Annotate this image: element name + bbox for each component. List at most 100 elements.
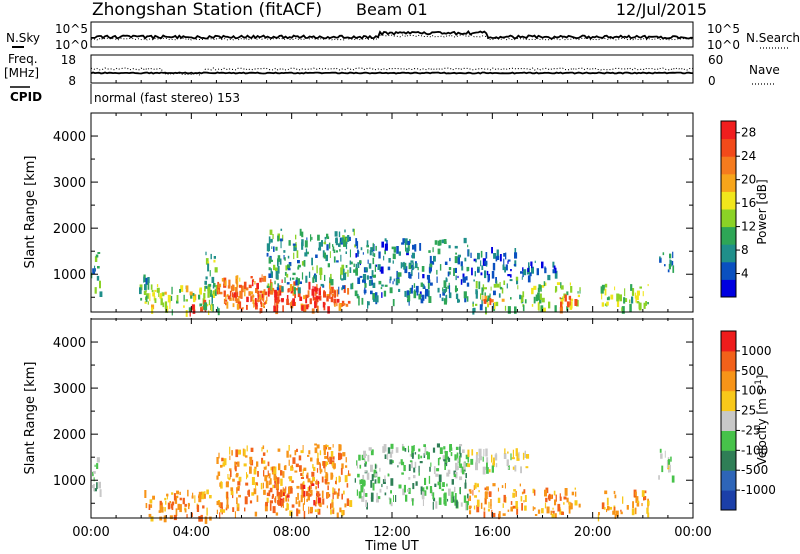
echo-cell xyxy=(219,512,221,519)
colorbar-swatch xyxy=(721,470,736,491)
echo-cell xyxy=(278,285,282,291)
echo-cell xyxy=(266,285,270,288)
echo-cell xyxy=(339,453,343,460)
echo-cell xyxy=(484,295,488,300)
echo-cell xyxy=(408,477,411,480)
echo-cell xyxy=(493,302,496,310)
echo-cell xyxy=(237,486,240,491)
echo-cell xyxy=(286,295,289,300)
echo-cell xyxy=(387,473,390,477)
velocity-plot-frame xyxy=(90,318,694,519)
echo-cell xyxy=(301,261,305,266)
echo-cell xyxy=(318,247,322,251)
echo-cell xyxy=(391,449,394,454)
echo-cell xyxy=(537,287,540,293)
echo-cell xyxy=(467,498,469,502)
velocity-colorbar-label: Velocity [m s-1] xyxy=(754,375,769,466)
echo-cell xyxy=(321,240,323,247)
echo-cell xyxy=(94,488,97,492)
echo-cell xyxy=(557,503,561,512)
echo-cell xyxy=(173,493,176,501)
echo-cell xyxy=(250,276,253,279)
echo-cell xyxy=(326,444,329,448)
echo-cell xyxy=(237,449,241,455)
echo-cell xyxy=(179,289,181,293)
echo-cell xyxy=(317,452,319,460)
echo-cell xyxy=(647,512,650,518)
echo-cell xyxy=(406,290,409,299)
echo-cell xyxy=(554,270,558,279)
echo-cell xyxy=(223,458,227,466)
echo-cell xyxy=(356,295,360,299)
echo-cell xyxy=(345,303,349,307)
echo-cell xyxy=(327,263,330,268)
echo-cell xyxy=(568,505,571,514)
echo-cell xyxy=(344,475,348,483)
echo-cell xyxy=(282,305,284,313)
echo-cell xyxy=(303,467,307,471)
echo-cell xyxy=(437,458,440,466)
y-tick-label: 4000 xyxy=(53,336,86,351)
colorbar-swatch xyxy=(721,410,736,431)
echo-cell xyxy=(263,466,267,470)
echo-cell xyxy=(450,495,452,503)
echo-cell xyxy=(466,502,469,511)
echo-cell xyxy=(368,263,372,269)
echo-cell xyxy=(316,493,318,497)
echo-cell xyxy=(180,285,184,292)
echo-cell xyxy=(265,501,268,507)
echo-cell xyxy=(143,276,145,283)
echo-cell xyxy=(443,459,446,462)
echo-cell xyxy=(380,287,383,290)
echo-cell xyxy=(413,467,416,473)
echo-cell xyxy=(314,501,317,507)
echo-cell xyxy=(479,304,483,311)
echo-cell xyxy=(296,485,300,489)
echo-cell xyxy=(405,243,407,252)
echo-cell xyxy=(402,488,405,496)
echo-cell xyxy=(252,299,255,305)
echo-cell xyxy=(185,310,188,317)
echo-cell xyxy=(365,267,368,271)
echo-cell xyxy=(419,461,423,464)
echo-cell xyxy=(510,506,513,512)
echo-cell xyxy=(331,294,334,300)
echo-cell xyxy=(97,266,100,269)
echo-cell xyxy=(481,287,484,295)
echo-cell xyxy=(294,294,296,299)
echo-cell xyxy=(164,301,168,309)
echo-cell xyxy=(540,285,542,292)
echo-cell xyxy=(307,454,310,457)
echo-cell xyxy=(639,286,642,289)
echo-cell xyxy=(403,263,406,268)
echo-cell xyxy=(268,482,271,486)
echo-cell xyxy=(321,476,324,483)
echo-cell xyxy=(384,249,386,255)
echo-cell xyxy=(462,449,465,453)
echo-cell xyxy=(415,285,419,293)
echo-cell xyxy=(342,285,346,289)
echo-cell xyxy=(361,297,364,305)
echo-cell xyxy=(670,456,672,462)
echo-cell xyxy=(358,454,361,461)
echo-cell xyxy=(345,251,347,254)
echo-cell xyxy=(186,514,188,519)
echo-cell xyxy=(99,489,102,497)
echo-cell xyxy=(232,284,235,292)
echo-cell xyxy=(457,457,460,463)
echo-cell xyxy=(460,279,463,285)
echo-cell xyxy=(535,294,539,302)
echo-cell xyxy=(512,492,516,498)
echo-cell xyxy=(283,255,285,260)
echo-cell xyxy=(283,250,286,253)
echo-cell xyxy=(635,496,639,503)
echo-cell xyxy=(566,306,569,311)
echo-cell xyxy=(530,261,533,266)
echo-cell xyxy=(306,491,309,497)
echo-cell xyxy=(339,507,342,513)
echo-cell xyxy=(476,452,478,456)
echo-cell xyxy=(498,511,501,518)
echo-cell xyxy=(259,308,263,313)
echo-cell xyxy=(361,479,363,485)
